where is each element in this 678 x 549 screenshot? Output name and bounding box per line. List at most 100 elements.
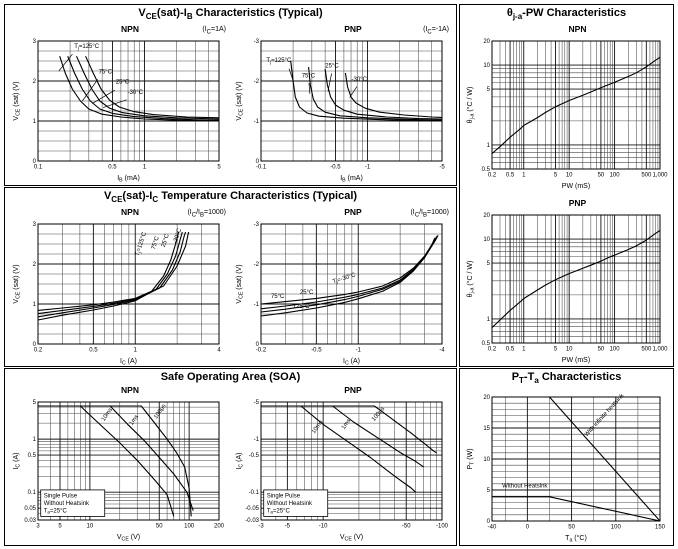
svg-text:1ms: 1ms [341, 418, 352, 431]
chart-soa-pnp: -3 -5 -10 -50 -100 -0.03 -0.05 -0.1 -0.5 -1 -5 VCE​… [233, 396, 451, 543]
svg-text:IB​ (mA): IB​ (mA) [117, 175, 140, 183]
chart-theta-ja-pw-pnp: 0.2 0.5 1 5 10 50 100 500 1,000 0.5 1 5 10 20 PW (mS) θ… [464, 209, 669, 365]
svg-text:1,000: 1,000 [652, 347, 668, 353]
svg-text:0.5: 0.5 [28, 453, 37, 459]
svg-text:10: 10 [566, 347, 573, 353]
chart-soa-npn: 3 5 10 50 100 200 0.03 0.05 0.1 0.5 1 5 VCE​ (V) IC​ … [10, 396, 228, 543]
panel-vce-sat-ic-temp: VCE(sat)-IC Temperature Characteristics … [4, 187, 457, 367]
svg-text:0.5: 0.5 [482, 341, 491, 347]
svg-text:10: 10 [566, 173, 573, 179]
panel-soa: Safe Operating Area (SOA) NPN 3 5 10 50 100 2… [4, 368, 457, 546]
svg-text:0.5: 0.5 [89, 348, 98, 354]
svg-text:5: 5 [33, 400, 37, 406]
svg-text:PT​ (W): PT​ (W) [467, 449, 476, 470]
svg-text:Ta​ (°C): Ta​ (°C) [565, 534, 587, 543]
svg-text:Tj​=-30°C: Tj​=-30°C [332, 272, 357, 286]
svg-text:1,000: 1,000 [652, 173, 668, 179]
svg-text:3: 3 [33, 222, 37, 228]
svg-text:-30°C: -30°C [173, 227, 184, 244]
svg-text:100: 100 [611, 525, 622, 531]
svg-text:-0.1: -0.1 [249, 490, 260, 496]
svg-text:1: 1 [143, 165, 147, 171]
chart-canvas: 3 5 10 50 100 200 0.03 0.05 0.1 0.5 1 5 VCE​ (V) IC​ … [13, 400, 225, 543]
svg-text:VCE​ (V): VCE​ (V) [117, 534, 140, 542]
svg-text:0: 0 [256, 342, 260, 348]
svg-text:-0.5: -0.5 [330, 165, 341, 171]
chart-subtitle: NPN [121, 24, 139, 35]
svg-text:150: 150 [655, 525, 666, 531]
svg-text:VCE​ (V): VCE​ (V) [340, 534, 363, 542]
chart-subtitle: PNP [344, 207, 362, 218]
chart-block-soa-npn: NPN 3 5 10 50 100 200 0.03 0.05 0.1 0.5 1 5 VCE​ (V)… [10, 384, 228, 543]
svg-text:1: 1 [33, 119, 37, 125]
svg-text:50: 50 [156, 524, 163, 530]
svg-text:θj-a​ (°C / W): θj-a​ (°C / W) [466, 87, 476, 124]
chart-block-pnp-vce-ib: PNP (IC=-1A) -0.1 -0.5 -1 -5 0 -1 -2 -3 IB​ (mA)… [233, 23, 451, 184]
svg-text:-0.1: -0.1 [256, 165, 267, 171]
svg-text:1: 1 [522, 173, 526, 179]
chart-subtitle: PNP [344, 385, 362, 395]
chart-canvas: -3 -5 -10 -50 -100 -0.03 -0.05 -0.1 -0.5 -1 -5 VCE​… [236, 400, 449, 543]
svg-text:0.05: 0.05 [24, 506, 36, 512]
svg-text:-10: -10 [319, 524, 328, 530]
svg-text:0.1: 0.1 [34, 165, 43, 171]
panel-title-vce-sat-ic: VCE(sat)-IC Temperature Characteristics … [103, 190, 358, 205]
chart-npn-vce-sat-ib: 0.1 0.5 1 5 0 1 2 3 IB​ (mA) VCE​ (sat) (V) Tj​=12… [10, 35, 228, 184]
svg-text:10: 10 [87, 524, 94, 530]
chart-row: NPN (IC/IB=1000) 0.2 0.5 1 4 0 1 2 3 IC​ (A) VCE​… [5, 206, 456, 366]
svg-text:50: 50 [568, 525, 575, 531]
chart-block-soa-pnp: PNP -3 -5 -10 -50 -100 -0.03 -0.05 -0.1 -0.5 -1 -5… [233, 384, 451, 543]
svg-text:Ta​=25°C: Ta​=25°C [44, 508, 68, 514]
chart-row: NPN 3 5 10 50 100 200 0.03 0.05 0.1 0.5 1 5 VCE​ (V)… [5, 384, 456, 543]
chart-row: NPN (IC=1A) 0.1 0.5 1 5 0 1 2 3 IB​ (mA) VCE​ (sa… [5, 23, 456, 184]
svg-text:0.5: 0.5 [506, 173, 515, 179]
svg-text:1: 1 [33, 437, 37, 443]
svg-text:100: 100 [610, 347, 621, 353]
svg-text:100μs: 100μs [153, 403, 167, 420]
svg-text:-0.2: -0.2 [256, 348, 267, 354]
svg-text:With infinite heatsink: With infinite heatsink [584, 393, 626, 439]
chart-column: NPN 0.2 0.5 1 5 10 50 100 500 1,000 0.5 1 5 10 20 PW (… [460, 23, 673, 365]
svg-text:-3: -3 [254, 222, 260, 228]
svg-text:20: 20 [483, 213, 490, 219]
chart-subtitle: PNP [344, 24, 362, 35]
panel-title-pt-ta: PT-Ta Characteristics [511, 371, 622, 386]
svg-text:100: 100 [184, 524, 195, 530]
svg-text:-1: -1 [365, 165, 371, 171]
svg-text:VCE​ (sat) (V): VCE​ (sat) (V) [236, 82, 245, 121]
svg-text:125°C: 125°C [293, 304, 310, 310]
svg-text:4: 4 [217, 348, 221, 354]
svg-text:5: 5 [554, 173, 558, 179]
svg-text:0: 0 [33, 342, 37, 348]
svg-text:500: 500 [641, 347, 652, 353]
chart-block-npn-vce-ic: NPN (IC/IB=1000) 0.2 0.5 1 4 0 1 2 3 IC​ (A) VCE​… [10, 206, 228, 366]
svg-text:Single Pulse: Single Pulse [44, 493, 78, 499]
svg-text:75°C: 75°C [271, 294, 285, 300]
chart-block-pnp-vce-ic: PNP (IC/IB=1000) -0.2 -0.5 -1 -4 0 -1 -2 -3 IC​ … [233, 206, 451, 366]
svg-text:0: 0 [256, 159, 260, 165]
svg-text:500: 500 [641, 173, 652, 179]
svg-text:5: 5 [217, 165, 221, 171]
svg-text:50: 50 [598, 347, 605, 353]
chart-canvas: -0.2 -0.5 -1 -4 0 -1 -2 -3 IC​ (A) VCE​ (sat) (V)… [236, 222, 445, 366]
svg-text:-100: -100 [436, 524, 449, 530]
panel-pt-ta: PT-Ta Characteristics -40 0 50 100 150 0 5 10 15… [459, 368, 674, 546]
svg-text:VCE​ (sat) (V): VCE​ (sat) (V) [13, 82, 22, 121]
svg-text:100: 100 [610, 173, 621, 179]
svg-text:PW (mS): PW (mS) [562, 357, 590, 364]
svg-text:5: 5 [554, 347, 558, 353]
svg-text:-0.5: -0.5 [311, 348, 322, 354]
svg-text:5: 5 [487, 261, 491, 267]
svg-text:2: 2 [33, 262, 37, 268]
svg-text:25°C: 25°C [116, 80, 130, 86]
panel-title-vce-sat-ib: VCE(sat)-IB Characteristics (Typical) [138, 7, 323, 22]
chart-canvas: -0.1 -0.5 -1 -5 0 -1 -2 -3 IB​ (mA) VCE​ (sat) (V… [236, 39, 445, 184]
svg-text:θj-a​ (°C / W): θj-a​ (°C / W) [466, 261, 476, 298]
svg-text:VCE​ (sat) (V): VCE​ (sat) (V) [236, 265, 245, 304]
